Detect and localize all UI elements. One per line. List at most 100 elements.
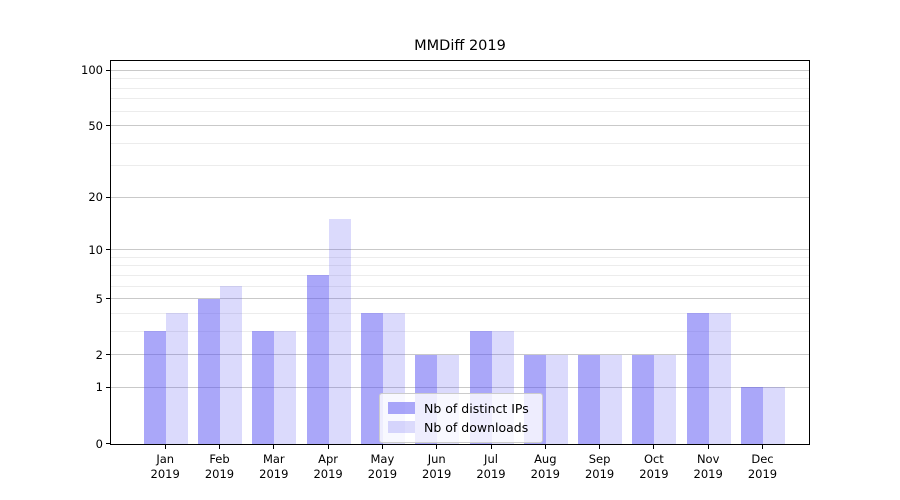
gridline-major-10 (111, 249, 809, 251)
x-tick-label-apr: Apr 2019 (300, 452, 356, 482)
gridline-major-2 (111, 354, 809, 356)
legend: Nb of distinct IPs Nb of downloads (379, 392, 543, 443)
gridline-major-100 (111, 69, 809, 71)
gridline-minor-70 (111, 98, 809, 100)
x-tick-label-year: 2019 (639, 467, 669, 481)
gridline-minor-6 (111, 285, 809, 287)
x-tick-label-nov: Nov 2019 (680, 452, 736, 482)
x-tick-label-year: 2019 (150, 467, 180, 481)
bar-nb-of-downloads-nov (708, 313, 731, 444)
x-tick-label-feb: Feb 2019 (192, 452, 248, 482)
x-tick-apr (327, 444, 329, 449)
gridline-minor-80 (111, 87, 809, 89)
x-tick-label-month: Apr (318, 452, 339, 466)
x-tick-mar (273, 444, 275, 449)
x-tick-label-year: 2019 (313, 467, 343, 481)
y-tick-5 (105, 298, 110, 300)
gridline-major-50 (111, 125, 809, 127)
y-tick-label-1: 1 (95, 380, 103, 395)
x-tick-jul (490, 444, 492, 449)
x-tick-jan (164, 444, 166, 449)
x-tick-jun (436, 444, 438, 449)
y-tick-label-20: 20 (88, 190, 103, 205)
y-tick-label-50: 50 (88, 118, 103, 133)
bar-nb-of-downloads-apr (328, 219, 351, 444)
bar-nb-of-downloads-sep (600, 354, 623, 444)
bar-nb-of-distinct-ips-apr (306, 275, 329, 444)
x-tick-label-may: May 2019 (354, 452, 410, 482)
y-tick-0 (105, 443, 110, 444)
x-tick-label-year: 2019 (476, 467, 506, 481)
x-tick-label-year: 2019 (584, 467, 615, 481)
y-tick-label-2: 2 (95, 347, 103, 362)
y-tick-2 (105, 354, 110, 356)
gridline-major-1 (111, 386, 809, 388)
gridline-minor-3 (111, 330, 809, 332)
x-tick-label-year: 2019 (530, 467, 560, 481)
gridline-minor-40 (111, 142, 809, 144)
x-tick-label-year: 2019 (422, 467, 452, 481)
bar-nb-of-distinct-ips-dec (741, 387, 763, 444)
gridline-minor-90 (111, 78, 809, 80)
bar-nb-of-downloads-mar (274, 331, 297, 444)
bar-nb-of-distinct-ips-mar (252, 331, 275, 444)
x-tick-label-mar: Mar 2019 (246, 452, 302, 482)
x-tick-label-month: Mar (262, 452, 285, 466)
legend-swatch-downloads (388, 421, 415, 433)
x-tick-label-month: May (370, 452, 395, 466)
x-tick-label-year: 2019 (747, 467, 778, 481)
gridline-minor-4 (111, 312, 809, 314)
x-tick-label-sep: Sep 2019 (572, 452, 628, 482)
x-tick-nov (707, 444, 709, 449)
bar-nb-of-downloads-feb (220, 286, 242, 444)
bar-nb-of-distinct-ips-oct (632, 354, 655, 444)
x-tick-label-year: 2019 (204, 467, 235, 481)
x-tick-sep (599, 444, 601, 449)
x-tick-label-year: 2019 (367, 467, 398, 481)
x-tick-label-jul: Jul 2019 (463, 452, 519, 482)
y-tick-label-5: 5 (95, 291, 103, 306)
legend-label-downloads: Nb of downloads (424, 419, 529, 435)
y-tick-100 (105, 69, 110, 71)
bar-nb-of-distinct-ips-jan (143, 331, 166, 444)
x-tick-label-year: 2019 (693, 467, 723, 481)
y-tick-10 (105, 249, 110, 251)
x-tick-aug (544, 444, 546, 449)
y-tick-1 (105, 386, 110, 388)
legend-label-distinct-ips: Nb of distinct IPs (424, 400, 529, 416)
gridline-minor-9 (111, 256, 809, 258)
x-tick-label-oct: Oct 2019 (626, 452, 682, 482)
x-tick-feb (219, 444, 220, 449)
y-tick-label-0: 0 (95, 436, 103, 451)
x-tick-label-month: Sep (588, 452, 611, 466)
x-tick-label-aug: Aug 2019 (517, 452, 573, 482)
x-tick-label-month: Jun (427, 452, 446, 466)
x-tick-label-jun: Jun 2019 (409, 452, 465, 482)
x-tick-label-month: Oct (643, 452, 664, 466)
plot-area: Nb of distinct IPs Nb of downloads (110, 59, 810, 445)
y-tick-label-100: 100 (81, 63, 103, 78)
bar-nb-of-downloads-aug (545, 354, 568, 444)
legend-item-downloads: Nb of downloads (388, 418, 534, 437)
gridline-minor-7 (111, 274, 809, 276)
gridline-major-5 (111, 298, 809, 300)
x-tick-label-month: Jan (156, 452, 175, 466)
chart-title: MMDiff 2019 (414, 38, 506, 54)
y-tick-50 (105, 125, 110, 127)
legend-item-distinct-ips: Nb of distinct IPs (388, 399, 534, 418)
bar-nb-of-distinct-ips-may (360, 313, 383, 444)
x-tick-label-year: 2019 (259, 467, 289, 481)
gridline-minor-30 (111, 165, 809, 167)
x-tick-dec (762, 444, 763, 449)
y-tick-20 (105, 196, 110, 198)
gridline-major-20 (111, 196, 809, 198)
y-tick-label-10: 10 (88, 242, 103, 257)
x-tick-may (381, 444, 383, 449)
bar-nb-of-downloads-oct (654, 354, 677, 444)
x-tick-label-month: Aug (534, 452, 557, 466)
gridline-minor-8 (111, 265, 809, 267)
x-tick-label-dec: Dec 2019 (735, 452, 791, 482)
x-tick-label-month: Jul (484, 452, 498, 466)
x-tick-label-month: Feb (209, 452, 230, 466)
